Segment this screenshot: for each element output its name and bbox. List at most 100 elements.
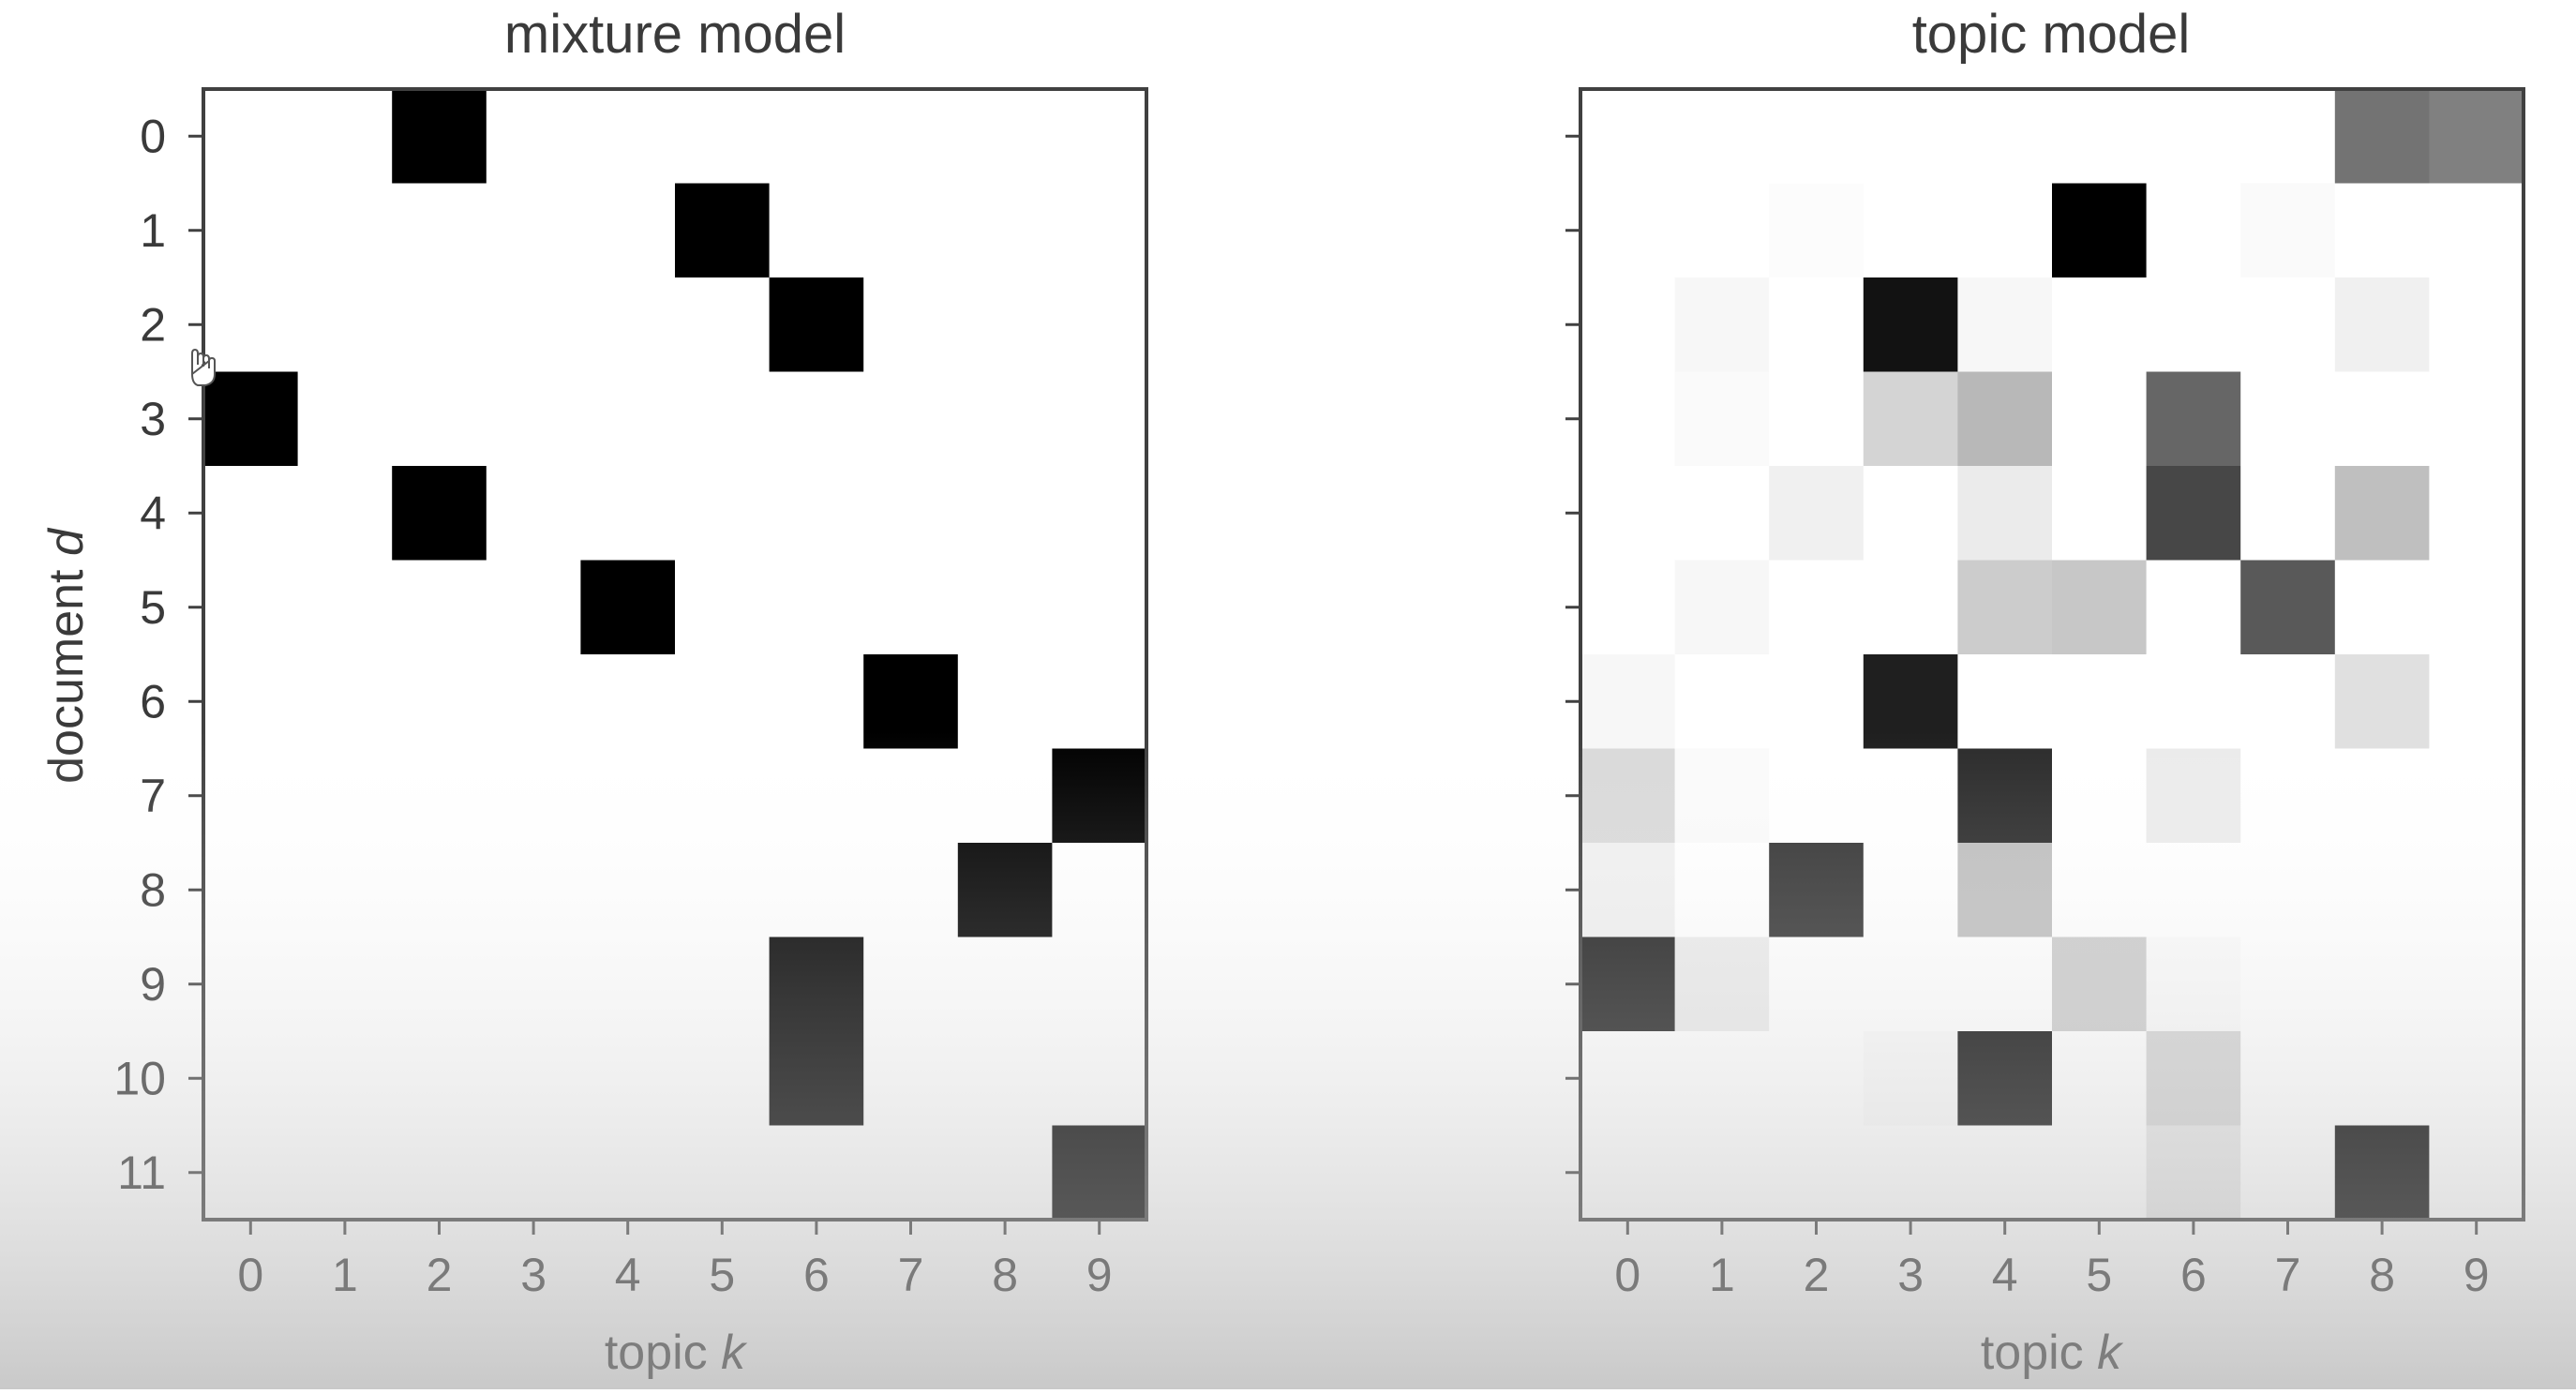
heatmap-cell [675, 1031, 771, 1127]
heatmap-cell [1052, 371, 1147, 467]
x-axis-label-topic-model: topic k [1981, 1326, 2124, 1380]
heatmap-cell [769, 1125, 864, 1221]
heatmap-cell [1052, 1031, 1147, 1127]
heatmap-cell [2052, 1031, 2148, 1127]
heatmap-cell [580, 371, 676, 467]
y-tick-label: 10 [113, 1052, 166, 1104]
heatmap-cell [1769, 1125, 1865, 1221]
heatmap-cell [203, 1031, 299, 1127]
y-tick-label: 0 [140, 110, 166, 162]
heatmap-cell [1580, 466, 1676, 562]
heatmap-cell [392, 843, 487, 938]
heatmap-cell [2334, 843, 2430, 938]
heatmap-cell [1674, 560, 1770, 655]
x-axis-label-mixture-model: topic k [605, 1326, 748, 1380]
heatmap-cell [957, 183, 1053, 278]
y-ticks-topic-model [1565, 134, 1580, 1175]
heatmap-cell [675, 1125, 771, 1221]
heatmap-cell [1863, 183, 1958, 278]
heatmap-cell [863, 183, 959, 278]
heatmap-cell [1052, 183, 1147, 278]
heatmap-cell [2429, 1031, 2524, 1127]
heatmap-cell [2429, 937, 2524, 1032]
heatmap-cell [2429, 371, 2524, 467]
y-tick-label: 8 [140, 863, 166, 916]
heatmap-cell [863, 654, 959, 750]
heatmap-cell [1957, 560, 2053, 655]
heatmap-cell [1580, 843, 1676, 938]
heatmap-cell [2052, 277, 2148, 373]
heatmap-cell [863, 843, 959, 938]
heatmap-cell [1052, 89, 1147, 185]
y-ticks-mixture-model: 0 1 2 3 4 5 6 7 8 9 10 11 [113, 110, 203, 1199]
heatmap-cell [203, 371, 299, 467]
heatmap-cell [2146, 937, 2241, 1032]
heatmap-cell [392, 1125, 487, 1221]
heatmap-cell [2146, 277, 2241, 373]
heatmap-cell [2429, 748, 2524, 844]
heatmap-cell [1580, 277, 1676, 373]
heatmap-cell [2429, 89, 2524, 185]
heatmap-cell [2240, 1031, 2336, 1127]
heatmap-cell [2146, 183, 2241, 278]
heatmap-cell [1580, 560, 1676, 655]
heatmap-cell [2052, 183, 2148, 278]
heatmap-cell [2429, 1125, 2524, 1221]
heatmap-cell [2240, 937, 2336, 1032]
x-tick-label: 8 [992, 1249, 1018, 1301]
heatmap-cell [392, 560, 487, 655]
heatmap-cell [863, 371, 959, 467]
heatmap-cell [203, 183, 299, 278]
heatmap-cell [957, 371, 1053, 467]
heatmap-cell [2052, 654, 2148, 750]
heatmap-cells-mixture-model [203, 89, 1147, 1221]
heatmap-cell [1957, 183, 2053, 278]
heatmap-cell [675, 748, 771, 844]
heatmap-cell [1580, 1031, 1676, 1127]
x-ticks-topic-model: 0 1 2 3 4 5 6 7 8 9 [1614, 1220, 2490, 1301]
x-tick-label: 2 [1804, 1249, 1830, 1301]
heatmap-cell [580, 466, 676, 562]
heatmap-cell [2240, 183, 2336, 278]
heatmap-cell [863, 1031, 959, 1127]
heatmap-cell [1580, 748, 1676, 844]
heatmap-cell [1863, 654, 1958, 750]
x-tick-label: 5 [709, 1249, 735, 1301]
y-tick-label: 5 [140, 581, 166, 634]
x-tick-label: 1 [1709, 1249, 1735, 1301]
heatmap-cell [957, 466, 1053, 562]
heatmap-cell [957, 89, 1053, 185]
heatmap-cell [486, 748, 581, 844]
x-tick-label: 0 [237, 1249, 263, 1301]
heatmap-cell [1769, 371, 1865, 467]
heatmap-cell [297, 371, 393, 467]
y-axis-label-text: document [39, 569, 94, 784]
chart-title-topic-model: topic model [1912, 4, 2191, 65]
heatmap-cell [2240, 466, 2336, 562]
heatmap-cell [2146, 1125, 2241, 1221]
heatmap-cell [486, 277, 581, 373]
heatmap-cell [1863, 748, 1958, 844]
heatmap-cell [203, 654, 299, 750]
heatmap-cell [769, 183, 864, 278]
heatmap-cell [2240, 89, 2336, 185]
heatmap-cell [392, 371, 487, 467]
heatmap-cell [1769, 1031, 1865, 1127]
heatmap-cell [1769, 560, 1865, 655]
heatmap-cell [297, 277, 393, 373]
heatmap-cell [863, 1125, 959, 1221]
heatmap-cell [863, 466, 959, 562]
heatmap-cell [2052, 466, 2148, 562]
heatmap-cell [486, 183, 581, 278]
heatmap-cell [2429, 843, 2524, 938]
heatmap-cell [1863, 371, 1958, 467]
heatmap-cell [1769, 466, 1865, 562]
heatmap-cells-topic-model [1580, 89, 2524, 1221]
x-tick-label: 5 [2086, 1249, 2112, 1301]
heatmap-cell [203, 277, 299, 373]
heatmap-cell [1957, 937, 2053, 1032]
heatmap-cell [297, 1031, 393, 1127]
heatmap-cell [2240, 1125, 2336, 1221]
